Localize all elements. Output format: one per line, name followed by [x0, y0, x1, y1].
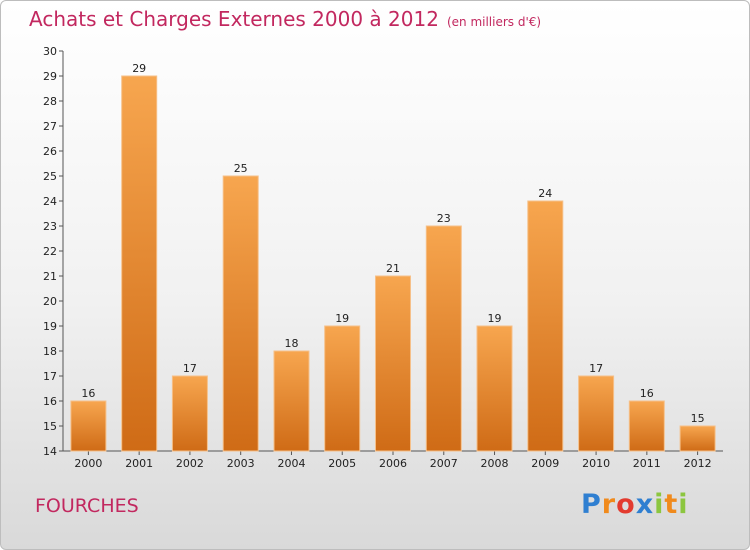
data-label-2001: 29 [132, 62, 146, 75]
data-label-2002: 17 [183, 362, 197, 375]
data-label-2006: 21 [386, 262, 400, 275]
bar-2001 [121, 75, 158, 452]
x-tick-label-2010: 2010 [582, 457, 610, 470]
logo-letter: x [635, 489, 655, 520]
bar-2007 [425, 225, 462, 452]
y-tick-label: 14 [43, 445, 57, 458]
data-label-2011: 16 [640, 387, 654, 400]
x-tick-label-2006: 2006 [379, 457, 407, 470]
logo-letter: i [654, 489, 665, 520]
logo-letter: o [616, 489, 636, 520]
x-tick-label-2003: 2003 [227, 457, 255, 470]
data-label-2012: 15 [691, 412, 705, 425]
bar-2008 [476, 325, 513, 452]
y-tick-label: 16 [43, 395, 57, 408]
chart-axes: 14 15 16 17 18 19 20 21 22 23 24 25 26 27 28 29 30 [43, 45, 723, 458]
y-tick-label: 28 [43, 95, 57, 108]
x-tick-label-2001: 2001 [125, 457, 153, 470]
y-tick-label: 20 [43, 295, 57, 308]
data-label-2005: 19 [335, 312, 349, 325]
bar-2009 [527, 200, 564, 452]
y-tick-label: 29 [43, 70, 57, 83]
chart-bars [70, 75, 716, 452]
y-tick-label: 17 [43, 370, 57, 383]
bar-2003 [222, 175, 259, 452]
bar-2005 [324, 325, 361, 452]
y-tick-label: 30 [43, 45, 57, 58]
chart-title: Achats et Charges Externes 2000 à 2012 (e… [29, 7, 541, 31]
x-tick-label-2004: 2004 [278, 457, 306, 470]
x-tick-label-2008: 2008 [481, 457, 509, 470]
x-tick-label-2011: 2011 [633, 457, 661, 470]
data-label-2009: 24 [538, 187, 552, 200]
logo-letter: r [601, 489, 617, 520]
y-tick-label: 19 [43, 320, 57, 333]
data-label-2007: 23 [437, 212, 451, 225]
y-tick-label: 18 [43, 345, 57, 358]
x-tick-label-2012: 2012 [684, 457, 712, 470]
x-tick-label-2000: 2000 [74, 457, 102, 470]
bar-2011 [628, 400, 665, 452]
x-tick-label-2002: 2002 [176, 457, 204, 470]
data-label-2000: 16 [81, 387, 95, 400]
y-tick-label: 24 [43, 195, 57, 208]
data-label-2003: 25 [234, 162, 248, 175]
title-unit: (en milliers d'€) [446, 15, 542, 29]
logo-letter: i [678, 489, 689, 520]
data-label-2008: 19 [488, 312, 502, 325]
logo-letter: t [664, 489, 679, 520]
x-tick-label-2007: 2007 [430, 457, 458, 470]
bar-2002 [171, 375, 208, 452]
y-tick-label: 22 [43, 245, 57, 258]
town-name: FOURCHES [35, 495, 139, 517]
chart-labels: 16 2000 29 2001 17 2002 25 2003 18 2004 19 2005 21 20… [74, 62, 711, 470]
bar-2006 [375, 275, 411, 452]
bar-2010 [578, 375, 615, 452]
data-label-2010: 17 [589, 362, 603, 375]
logo-letter: P [581, 489, 602, 520]
x-tick-label-2009: 2009 [531, 457, 559, 470]
x-tick-label-2005: 2005 [328, 457, 356, 470]
y-tick-label: 21 [43, 270, 57, 283]
y-tick-label: 15 [43, 420, 57, 433]
y-tick-label: 23 [43, 220, 57, 233]
bar-2004 [273, 350, 310, 452]
y-tick-label: 26 [43, 145, 57, 158]
bar-2000 [70, 400, 107, 452]
bar-2012 [679, 425, 716, 452]
y-tick-label: 25 [43, 170, 57, 183]
y-tick-label: 27 [43, 120, 57, 133]
title-text: Achats et Charges Externes 2000 à 2012 [29, 7, 439, 31]
data-label-2004: 18 [285, 337, 299, 350]
proxiti-logo: Proxiti [581, 489, 689, 520]
